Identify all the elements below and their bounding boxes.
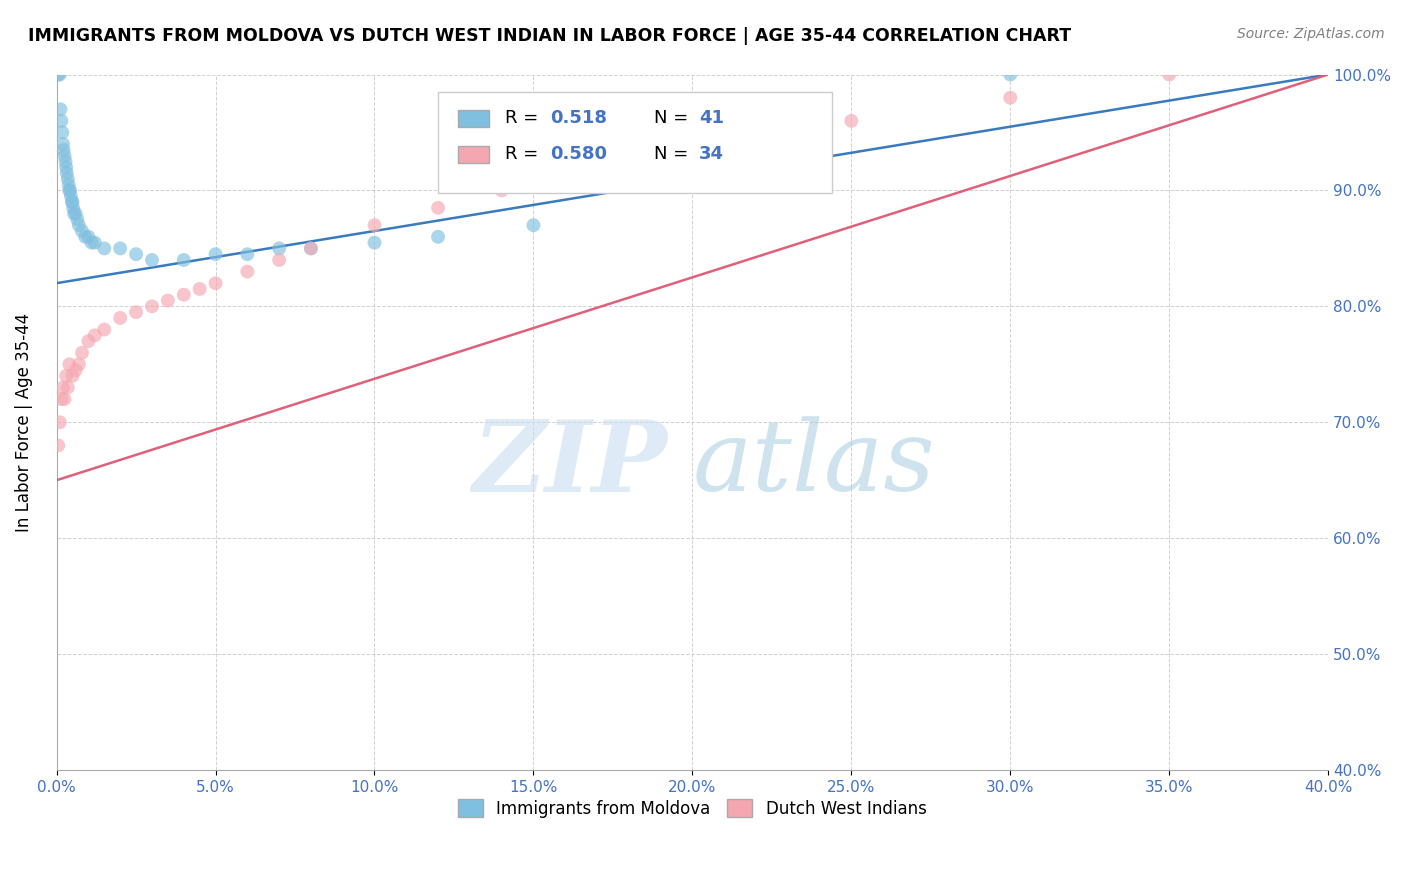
Point: [236, 247, 259, 261]
Point: [53, 149, 76, 163]
Point: [49, 415, 72, 429]
Point: [49, 103, 72, 117]
Point: [65, 363, 87, 377]
Point: [52, 380, 75, 394]
Point: [51, 114, 73, 128]
Point: [108, 241, 131, 255]
Text: IMMIGRANTS FROM MOLDOVA VS DUTCH WEST INDIAN IN LABOR FORCE | AGE 35-44 CORRELAT: IMMIGRANTS FROM MOLDOVA VS DUTCH WEST IN…: [28, 27, 1071, 45]
Y-axis label: In Labor Force | Age 35-44: In Labor Force | Age 35-44: [15, 313, 32, 532]
Point: [55, 368, 77, 383]
Point: [141, 252, 163, 267]
Point: [58, 357, 80, 371]
Point: [49, 68, 72, 82]
Point: [75, 229, 97, 244]
FancyBboxPatch shape: [439, 92, 832, 193]
Point: [59, 183, 82, 197]
Point: [522, 218, 544, 232]
Point: [204, 276, 226, 290]
Point: [491, 183, 513, 197]
Point: [1000, 91, 1022, 105]
Point: [60, 194, 83, 209]
Point: [55, 166, 77, 180]
Point: [188, 282, 211, 296]
Point: [52, 143, 75, 157]
Text: R =: R =: [506, 110, 544, 128]
Point: [51, 392, 73, 406]
Point: [681, 149, 703, 163]
Point: [108, 310, 131, 325]
Point: [299, 241, 322, 255]
FancyBboxPatch shape: [458, 146, 489, 163]
Point: [70, 345, 93, 359]
Point: [156, 293, 179, 308]
Legend: Immigrants from Moldova, Dutch West Indians: Immigrants from Moldova, Dutch West Indi…: [451, 793, 934, 824]
Point: [55, 161, 77, 175]
Point: [236, 264, 259, 278]
Point: [67, 218, 90, 232]
Point: [77, 334, 100, 348]
Point: [269, 252, 291, 267]
Point: [46, 68, 69, 82]
Point: [62, 201, 84, 215]
Point: [1159, 68, 1181, 82]
Point: [53, 392, 76, 406]
Point: [63, 206, 86, 220]
Text: N =: N =: [654, 110, 695, 128]
Text: 0.518: 0.518: [550, 110, 607, 128]
Point: [427, 201, 450, 215]
Point: [59, 189, 82, 203]
Point: [93, 241, 115, 255]
Point: [554, 166, 576, 180]
Point: [56, 380, 79, 394]
Text: R =: R =: [506, 145, 544, 163]
Point: [839, 114, 862, 128]
Point: [62, 194, 84, 209]
Point: [427, 229, 450, 244]
Point: [46, 438, 69, 452]
Point: [51, 126, 73, 140]
Text: ZIP: ZIP: [472, 416, 666, 512]
Point: [141, 299, 163, 313]
Point: [62, 368, 84, 383]
Text: 0.580: 0.580: [550, 145, 607, 163]
Point: [125, 247, 148, 261]
Point: [745, 137, 768, 152]
Point: [77, 229, 100, 244]
Point: [56, 171, 79, 186]
Point: [67, 357, 90, 371]
Point: [93, 322, 115, 336]
Point: [204, 247, 226, 261]
Point: [65, 206, 87, 220]
Point: [55, 154, 77, 169]
Point: [1000, 68, 1022, 82]
Point: [125, 305, 148, 319]
Point: [83, 235, 105, 250]
Point: [363, 218, 385, 232]
Text: 34: 34: [699, 145, 724, 163]
Text: 41: 41: [699, 110, 724, 128]
Text: atlas: atlas: [692, 417, 935, 512]
Point: [173, 287, 195, 301]
FancyBboxPatch shape: [458, 110, 489, 127]
Point: [58, 178, 80, 192]
Point: [299, 241, 322, 255]
Text: N =: N =: [654, 145, 695, 163]
Point: [83, 328, 105, 343]
Point: [363, 235, 385, 250]
Point: [80, 235, 103, 250]
Point: [173, 252, 195, 267]
Text: Source: ZipAtlas.com: Source: ZipAtlas.com: [1237, 27, 1385, 41]
Point: [70, 224, 93, 238]
Point: [52, 137, 75, 152]
Point: [58, 183, 80, 197]
Point: [269, 241, 291, 255]
Point: [66, 212, 89, 227]
